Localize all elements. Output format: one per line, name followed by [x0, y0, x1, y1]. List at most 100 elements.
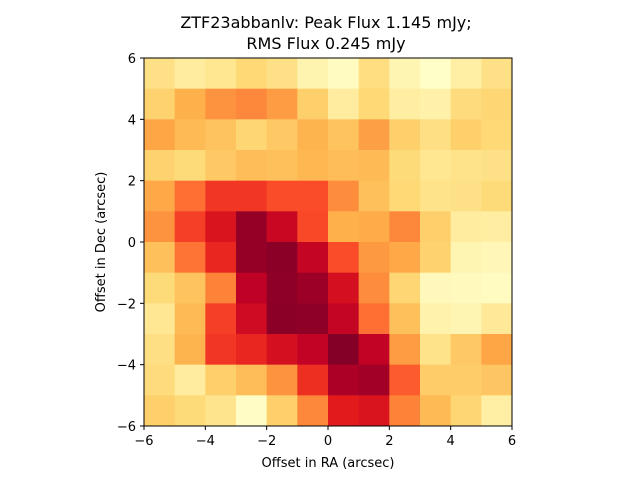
heatmap-cell: [420, 211, 452, 243]
heatmap-cell: [174, 119, 206, 151]
heatmap-cell: [266, 272, 298, 304]
x-tick-label: 2: [385, 434, 393, 449]
y-tick-label: −4: [117, 359, 136, 374]
heatmap-cell: [266, 150, 298, 182]
heatmap-cell: [450, 272, 482, 304]
heatmap-cell: [174, 395, 206, 427]
y-tick-label: 2: [128, 175, 136, 190]
heatmap-cell: [236, 150, 268, 182]
y-tick-label: −2: [117, 297, 136, 312]
x-axis-label: Offset in RA (arcsec): [262, 456, 395, 471]
heatmap-cell: [450, 58, 482, 90]
y-axis-label: Offset in Dec (arcsec): [94, 172, 109, 313]
heatmap-cell: [174, 180, 206, 212]
x-tick-label: −6: [134, 434, 153, 449]
heatmap-cell: [205, 58, 237, 90]
heatmap-cell: [450, 150, 482, 182]
heatmap-cell: [420, 364, 452, 396]
heatmap-cell: [236, 119, 268, 151]
heatmap-cell: [328, 58, 360, 90]
heatmap-cell: [358, 150, 390, 182]
y-axis-ticks: −6 −4 −2 0 2 4 6: [117, 52, 144, 435]
heatmap-cell: [389, 58, 421, 90]
heatmap-cell: [205, 180, 237, 212]
heatmap-cell: [205, 334, 237, 366]
heatmap-cell: [236, 58, 268, 90]
y-tick-label: −6: [117, 420, 136, 435]
heatmap-cell: [481, 150, 513, 182]
x-tick-label: −2: [257, 434, 276, 449]
heatmap-cell: [205, 88, 237, 120]
heatmap-cell: [328, 334, 360, 366]
heatmap-cell: [205, 272, 237, 304]
heatmap-cell: [420, 242, 452, 274]
title-line-1: ZTF23abbanlv: Peak Flux 1.145 mJy;: [180, 13, 471, 32]
heatmap-cell: [144, 180, 176, 212]
heatmap-cell: [389, 180, 421, 212]
heatmap-cell: [420, 395, 452, 427]
y-tick-label: 4: [128, 113, 136, 128]
heatmap-cell: [144, 58, 176, 90]
heatmap-cell: [297, 211, 329, 243]
heatmap-cell: [389, 395, 421, 427]
heatmap-cell: [481, 242, 513, 274]
heatmap-cell: [450, 395, 482, 427]
heatmap-cell: [144, 88, 176, 120]
heatmap-cell: [481, 303, 513, 335]
title-line-2: RMS Flux 0.245 mJy: [246, 34, 405, 53]
heatmap-cell: [266, 88, 298, 120]
heatmap-cell: [205, 150, 237, 182]
heatmap-cell: [144, 272, 176, 304]
heatmap-cell: [297, 119, 329, 151]
heatmap-cell: [450, 334, 482, 366]
heatmap-cell: [266, 58, 298, 90]
heatmap-cell: [420, 88, 452, 120]
heatmap-cell: [144, 334, 176, 366]
heatmap-cell: [328, 242, 360, 274]
heatmap-cell: [389, 150, 421, 182]
heatmap-cell: [266, 242, 298, 274]
heatmap-cell: [450, 180, 482, 212]
heatmap-cell: [481, 180, 513, 212]
heatmap-cell: [420, 119, 452, 151]
heatmap-cell: [358, 334, 390, 366]
heatmap-cell: [297, 88, 329, 120]
heatmap-cell: [328, 119, 360, 151]
heatmap-cell: [174, 58, 206, 90]
heatmap-cell: [205, 211, 237, 243]
heatmap-cell: [328, 272, 360, 304]
heatmap-cell: [420, 272, 452, 304]
heatmap-cell: [420, 58, 452, 90]
heatmap-cell: [266, 303, 298, 335]
chart-title: ZTF23abbanlv: Peak Flux 1.145 mJy; RMS F…: [180, 13, 471, 53]
heatmap-cell: [481, 88, 513, 120]
heatmap-cell: [205, 242, 237, 274]
heatmap-cell: [450, 211, 482, 243]
heatmap-cell: [358, 119, 390, 151]
heatmap-cell: [266, 364, 298, 396]
heatmap-cell: [328, 395, 360, 427]
y-tick-label: 6: [128, 52, 136, 67]
heatmap-cell: [358, 242, 390, 274]
heatmap-cell: [236, 303, 268, 335]
heatmap-cell: [420, 303, 452, 335]
heatmap-cell: [328, 88, 360, 120]
heatmap-cell: [481, 211, 513, 243]
heatmap-cell: [481, 395, 513, 427]
x-tick-label: −4: [196, 434, 215, 449]
heatmap-cell: [389, 303, 421, 335]
heatmap-cell: [174, 242, 206, 274]
heatmap-cell: [389, 242, 421, 274]
heatmap-cell: [205, 119, 237, 151]
heatmap-cell: [297, 58, 329, 90]
x-tick-label: 0: [324, 434, 332, 449]
heatmap-cell: [144, 150, 176, 182]
heatmap-cell: [450, 364, 482, 396]
heatmap-cell: [174, 272, 206, 304]
heatmap-cell: [266, 395, 298, 427]
heatmap-cell: [297, 150, 329, 182]
heatmap-cell: [328, 150, 360, 182]
heatmap-cell: [144, 242, 176, 274]
heatmap-cell: [297, 364, 329, 396]
heatmap-cells: [144, 58, 513, 427]
